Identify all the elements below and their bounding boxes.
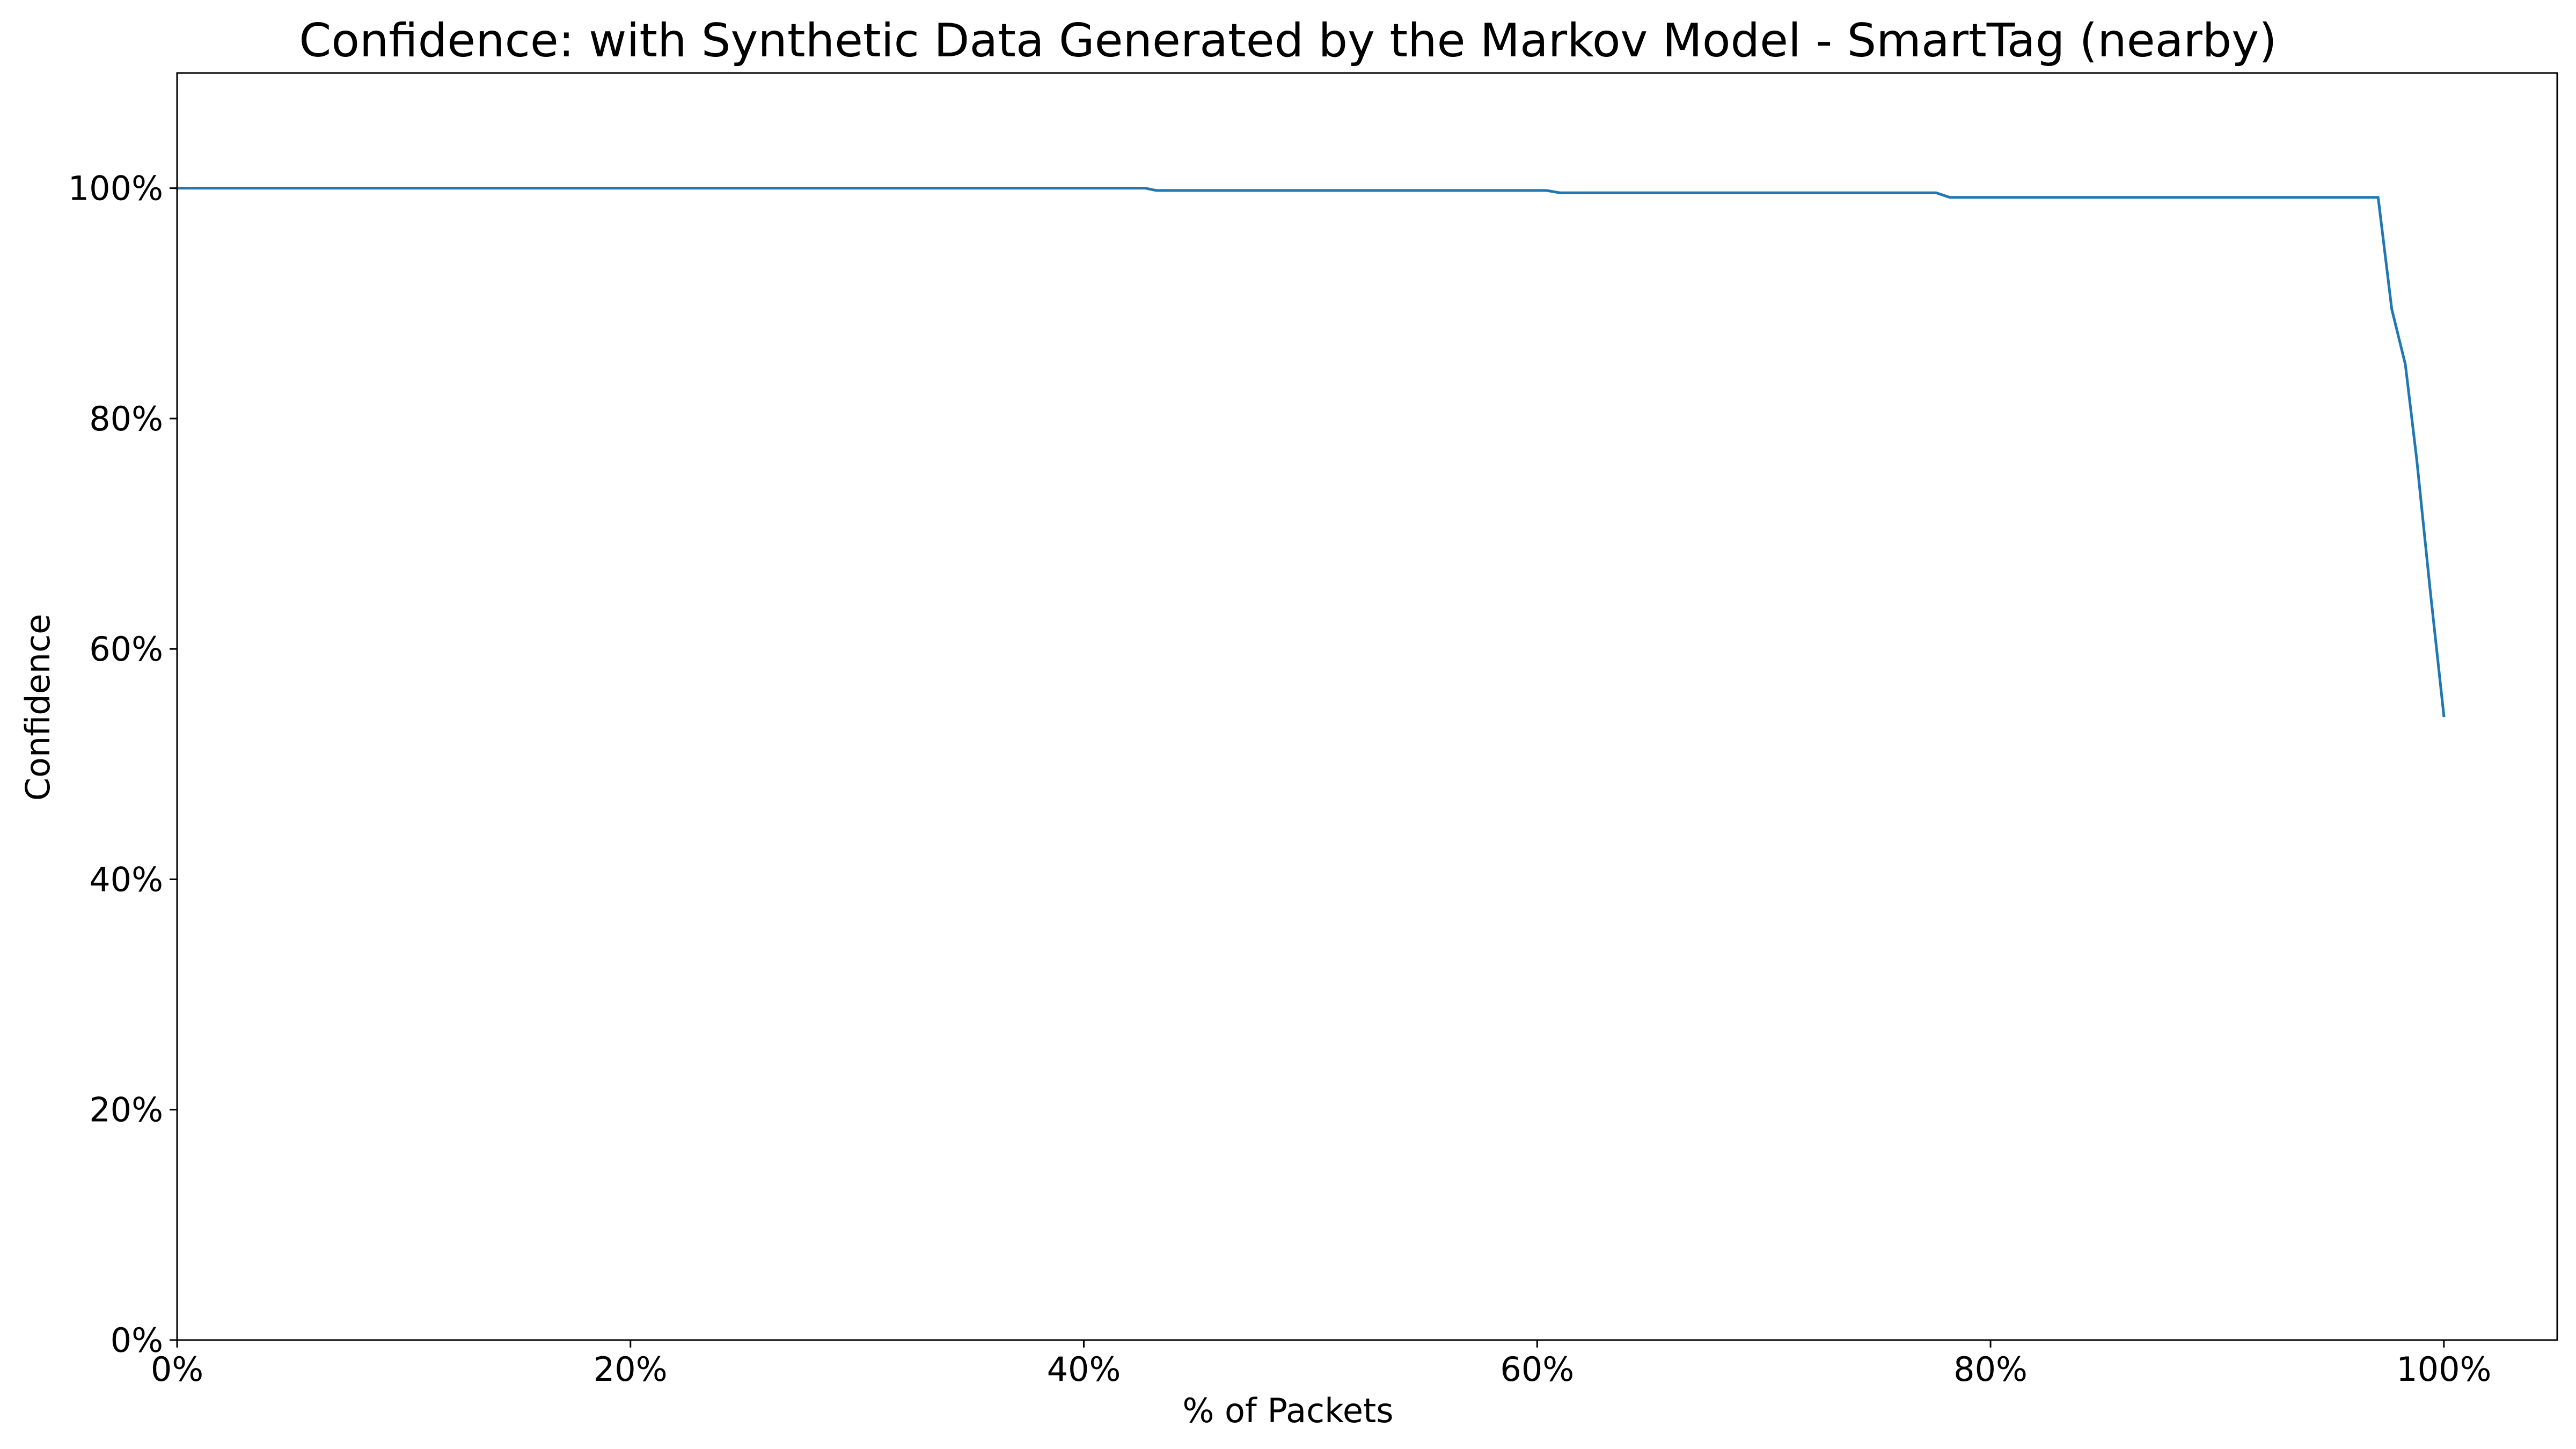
x-tick-label: 20% — [594, 1350, 668, 1389]
y-tick-label: 40% — [89, 860, 163, 899]
y-tick-label: 80% — [89, 399, 163, 438]
y-tick-label: 100% — [68, 169, 163, 208]
series-line-0 — [175, 187, 2446, 718]
x-tick-label: 80% — [1953, 1350, 2028, 1389]
y-tick-label: 20% — [89, 1091, 163, 1130]
x-tick-label: 60% — [1500, 1350, 1574, 1389]
plot-frame — [176, 72, 2558, 1341]
x-tick-label: 0% — [151, 1350, 203, 1389]
x-tick-label: 40% — [1047, 1350, 1121, 1389]
plot-area: 0% 20% 40% 60% 80% 100% 0% 20% 40% 60% 80% 100% — [68, 72, 2558, 1389]
x-tick-label: 100% — [2396, 1350, 2491, 1389]
chart-title: Confidence: with Synthetic Data Generate… — [299, 14, 2277, 68]
y-axis-label: Confidence — [18, 614, 57, 801]
x-axis-label: % of Packets — [1182, 1391, 1393, 1430]
y-tick-label: 0% — [111, 1321, 163, 1360]
y-tick-label: 60% — [89, 630, 163, 669]
